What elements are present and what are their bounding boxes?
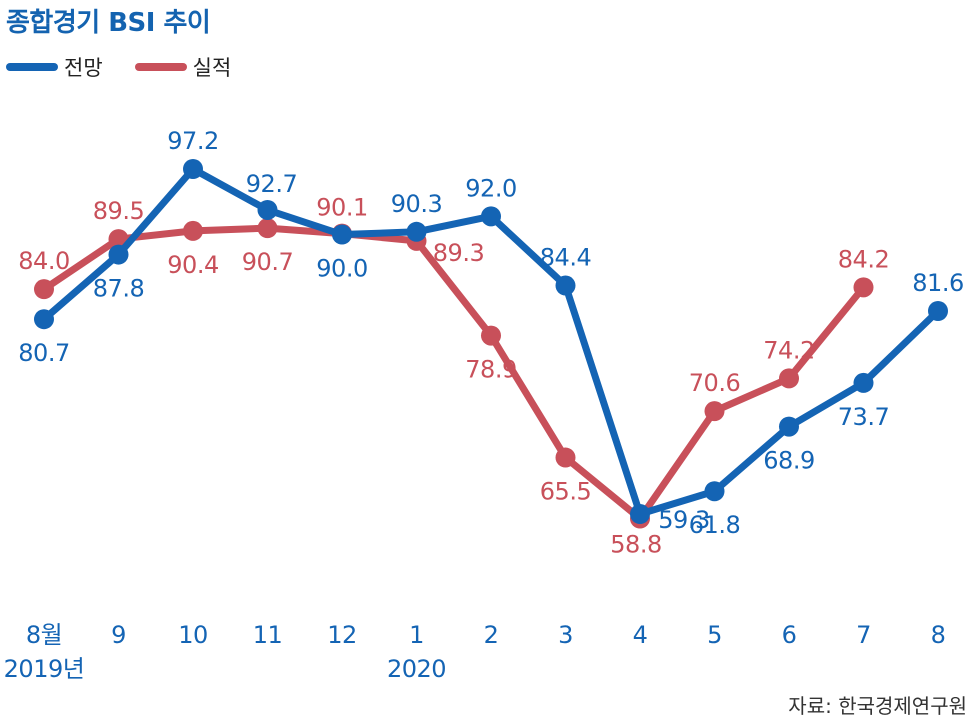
data-point-forecast [108, 244, 129, 265]
data-label-forecast: 73.7 [838, 403, 889, 431]
data-label-actual: 84.0 [18, 247, 69, 275]
data-label-forecast: 90.3 [391, 190, 442, 218]
x-tick-label: 1 [409, 621, 424, 649]
data-label-forecast: 68.9 [763, 447, 814, 475]
x-tick-label: 10 [178, 621, 208, 649]
data-point-forecast [555, 275, 576, 296]
legend-swatch-actual [134, 63, 187, 71]
data-label-actual: 90.1 [316, 194, 367, 222]
data-label-actual: 84.2 [838, 245, 889, 273]
data-point-forecast [406, 221, 427, 242]
data-label-actual: 65.5 [540, 478, 591, 506]
data-point-forecast [257, 199, 278, 220]
data-point-actual [34, 279, 54, 300]
data-label-forecast: 90.0 [316, 255, 367, 283]
legend-label-forecast: 전망 [64, 56, 103, 80]
x-tick-label: 12 [327, 621, 357, 649]
x-tick-label: 6 [782, 621, 797, 649]
chart-title: 종합경기 BSI 추이 [6, 8, 211, 38]
data-point-actual [481, 325, 501, 346]
data-point-forecast [183, 159, 203, 179]
x-tick-label: 7 [856, 621, 871, 649]
data-point-actual [853, 277, 874, 298]
data-point-forecast [481, 206, 501, 227]
data-label-actual: 74.2 [763, 336, 814, 364]
legend-item-actual: 실적 [134, 52, 232, 82]
data-label-forecast: 92.0 [465, 174, 516, 202]
data-point-actual [704, 401, 725, 422]
x-year-label: 2019년 [4, 655, 85, 683]
legend: 전망 실적 [6, 52, 263, 82]
data-label-forecast: 87.8 [93, 275, 144, 303]
data-label-actual: 78.9 [465, 356, 516, 384]
data-point-forecast [928, 301, 948, 322]
x-tick-label: 2 [484, 621, 499, 649]
data-point-actual [257, 218, 278, 239]
data-point-actual [183, 220, 203, 241]
data-label-forecast: 59.3 [658, 506, 709, 534]
data-label-forecast: 84.4 [540, 244, 591, 272]
data-point-forecast [704, 481, 725, 502]
data-point-forecast [779, 416, 799, 437]
x-tick-label: 5 [707, 621, 722, 649]
data-point-actual [779, 368, 799, 389]
data-point-forecast [630, 504, 650, 524]
data-label-forecast: 92.7 [246, 170, 297, 198]
data-label-actual: 90.7 [242, 248, 293, 276]
series-line-actual [40, 224, 867, 523]
data-label-actual: 70.6 [689, 369, 740, 397]
data-label-actual: 89.3 [433, 239, 484, 267]
data-label-actual: 90.4 [167, 251, 218, 279]
data-label-actual: 58.8 [610, 531, 661, 559]
data-point-forecast [332, 224, 352, 245]
data-label-forecast: 97.2 [167, 127, 218, 155]
source-note: 자료: 한국경제연구원 [788, 694, 967, 718]
x-tick-label: 3 [558, 621, 573, 649]
legend-item-forecast: 전망 [6, 52, 103, 82]
data-label-forecast: 81.6 [912, 269, 963, 297]
data-point-forecast [34, 309, 54, 330]
x-tick-label: 8 [931, 621, 946, 649]
data-point-actual [555, 447, 576, 468]
x-tick-label: 11 [253, 621, 283, 649]
data-label-forecast: 61.8 [689, 511, 740, 539]
x-tick-label: 4 [633, 621, 648, 649]
data-point-forecast [853, 372, 874, 393]
x-tick-label: 9 [111, 621, 126, 649]
data-label-actual: 89.5 [93, 197, 144, 225]
data-label-forecast: 80.7 [18, 339, 69, 367]
x-year-label: 2020 [387, 655, 446, 683]
x-tick-label: 8월 [26, 621, 62, 649]
legend-swatch-forecast [6, 63, 58, 71]
legend-label-actual: 실적 [192, 56, 232, 80]
